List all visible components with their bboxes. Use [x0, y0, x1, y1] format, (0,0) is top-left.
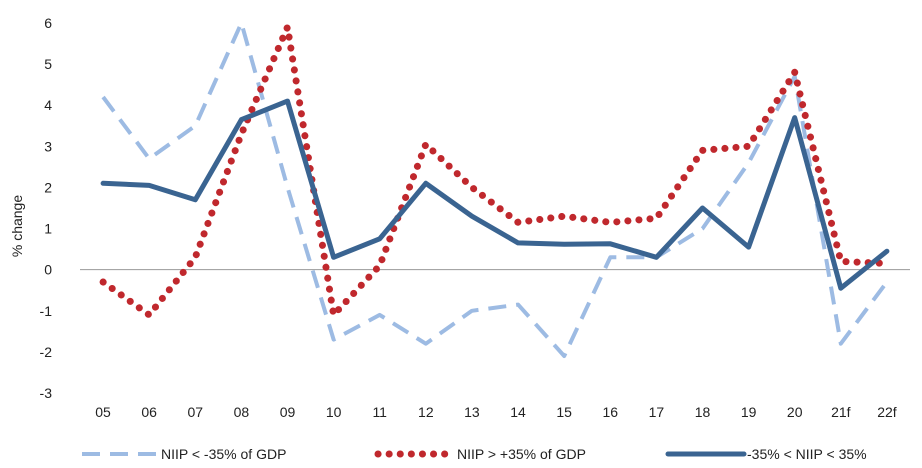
- y-tick-label: 6: [44, 15, 52, 31]
- y-tick-label: 3: [44, 138, 52, 154]
- y-tick-label: 1: [44, 221, 52, 237]
- y-axis-label: % change: [9, 195, 25, 257]
- x-tick-label: 17: [649, 404, 665, 420]
- x-tick-label: 18: [695, 404, 711, 420]
- x-tick-label: 20: [787, 404, 803, 420]
- x-tick-label: 07: [187, 404, 203, 420]
- y-tick-label: -3: [40, 385, 53, 401]
- series-line-3: [100, 98, 890, 291]
- legend-label-2: NIIP > +35% of GDP: [457, 446, 586, 462]
- series-line-1: [101, 21, 889, 358]
- legend: NIIP < -35% of GDP NIIP > +35% of GDP -35%…: [82, 446, 867, 462]
- x-tick-label: 11: [372, 404, 387, 420]
- x-tick-label: 12: [418, 404, 434, 420]
- series-lines: [99, 21, 891, 358]
- x-tick-label: 21f: [831, 404, 851, 420]
- x-tick-label: 05: [95, 404, 111, 420]
- y-tick-label: 0: [44, 262, 52, 278]
- x-tick-label: 10: [326, 404, 342, 420]
- legend-label-3: -35% < NIIP < 35%: [747, 446, 867, 462]
- x-tick-label: 13: [464, 404, 480, 420]
- x-tick-label: 16: [602, 404, 618, 420]
- y-tick-label: 2: [44, 179, 52, 195]
- y-tick-label: 5: [44, 56, 52, 72]
- legend-label-1: NIIP < -35% of GDP: [161, 446, 286, 462]
- x-tick-label: 22f: [877, 404, 897, 420]
- x-axis-ticks: 05 06 07 08 09 10 11 12 13 14 15 16 17 18 19 20 21f 22f: [95, 404, 897, 420]
- x-tick-label: 19: [741, 404, 757, 420]
- series-line-2: [99, 23, 891, 319]
- x-tick-label: 09: [280, 404, 296, 420]
- y-tick-label: -2: [40, 344, 53, 360]
- y-tick-label: -1: [40, 303, 53, 319]
- y-axis-ticks: -3 -2 -1 0 1 2 3 4 5 6: [40, 15, 53, 401]
- x-tick-label: 06: [141, 404, 157, 420]
- x-tick-label: 15: [556, 404, 572, 420]
- x-tick-label: 14: [510, 404, 526, 420]
- x-tick-label: 08: [234, 404, 250, 420]
- y-tick-label: 4: [44, 97, 52, 113]
